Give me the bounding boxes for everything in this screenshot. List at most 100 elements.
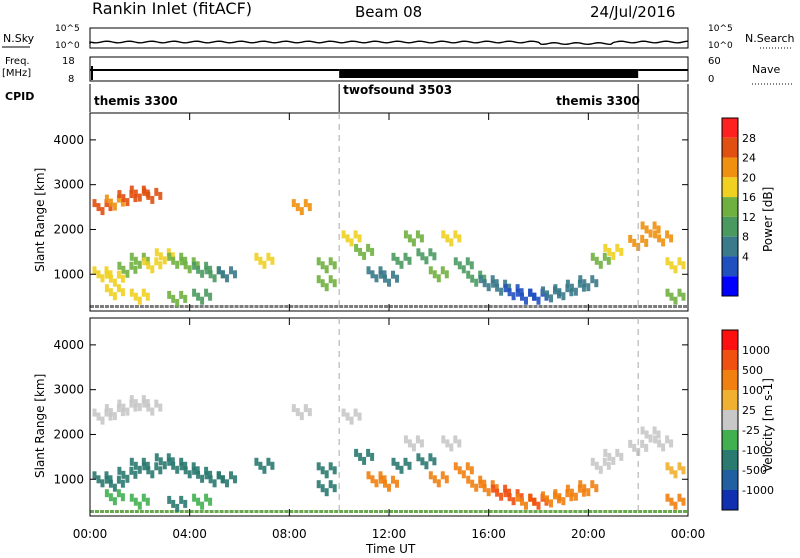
colorbar-frame xyxy=(721,329,739,511)
data-cell xyxy=(332,466,337,475)
ground-scatter-cell xyxy=(199,510,204,513)
data-cell xyxy=(590,252,595,261)
data-cell xyxy=(457,234,462,243)
ground-scatter-cell xyxy=(433,305,438,308)
data-cell xyxy=(399,260,404,269)
data-cell xyxy=(158,457,163,466)
ground-scatter-cell xyxy=(204,305,209,308)
data-cell xyxy=(469,261,474,270)
ground-scatter-cell xyxy=(538,510,543,513)
ground-scatter-cell xyxy=(563,510,568,513)
ground-scatter-cell xyxy=(528,510,533,513)
data-cell xyxy=(491,279,496,288)
data-cell xyxy=(549,499,553,508)
data-cell xyxy=(494,279,499,288)
data-cell xyxy=(133,194,138,203)
ground-scatter-cell xyxy=(204,510,209,513)
data-cell xyxy=(379,475,383,484)
ground-scatter-cell xyxy=(144,510,149,513)
data-cell xyxy=(507,488,512,497)
data-cell xyxy=(582,279,587,288)
data-cell xyxy=(507,283,512,292)
data-cell xyxy=(183,261,188,270)
ground-scatter-cell xyxy=(324,510,329,513)
data-cell xyxy=(345,234,350,243)
ground-scatter-cell xyxy=(249,305,254,308)
data-cell xyxy=(167,290,172,299)
ground-scatter-cell xyxy=(653,305,658,308)
data-cell xyxy=(100,479,105,488)
data-cell xyxy=(520,292,524,301)
ground-scatter-cell xyxy=(498,510,503,513)
data-cell xyxy=(154,187,159,196)
data-cell xyxy=(208,292,213,301)
ground-scatter-cell xyxy=(349,510,354,513)
data-cell xyxy=(104,475,109,484)
ground-scatter-cell xyxy=(304,305,309,308)
data-cell xyxy=(166,248,171,257)
colorbar-tick-label: -500 xyxy=(742,464,767,477)
data-cell xyxy=(320,466,325,475)
ground-scatter-cell xyxy=(169,305,174,308)
y-tick-label: 2000 xyxy=(53,427,84,441)
ground-scatter-cell xyxy=(184,305,189,308)
ground-scatter-cell xyxy=(683,510,688,513)
data-cell xyxy=(104,404,109,413)
data-cell xyxy=(603,448,608,457)
ground-scatter-cell xyxy=(598,305,603,308)
x-tick-label: 00:00 xyxy=(73,527,108,541)
ground-scatter-cell xyxy=(558,305,563,308)
ground-scatter-cell xyxy=(453,510,458,513)
data-cell xyxy=(191,257,196,266)
data-cell xyxy=(104,489,109,498)
ground-scatter-cell xyxy=(548,305,553,308)
data-cell xyxy=(145,497,150,506)
ground-scatter-cell xyxy=(623,305,628,308)
data-cell xyxy=(607,247,612,256)
data-cell xyxy=(262,465,267,474)
ground-scatter-cell xyxy=(249,510,254,513)
colorbar-tick-label: 16 xyxy=(742,191,756,204)
data-cell xyxy=(594,484,599,493)
data-cell xyxy=(146,261,151,270)
ground-scatter-cell xyxy=(543,510,548,513)
colorbar-swatch xyxy=(722,197,738,217)
colorbar-tick-label: 500 xyxy=(742,364,763,377)
ground-scatter-cell xyxy=(314,305,319,308)
data-cell xyxy=(419,234,424,243)
ground-scatter-cell xyxy=(588,510,593,513)
data-cell xyxy=(141,288,146,297)
ground-scatter-cell xyxy=(413,510,418,513)
cpid-segments: themis 3300 twofsound 3503 themis 3300 xyxy=(94,83,640,112)
data-cell xyxy=(192,466,197,475)
data-cell xyxy=(640,221,645,230)
ground-scatter-cell xyxy=(229,510,234,513)
data-cell xyxy=(116,489,121,498)
ground-scatter-cell xyxy=(673,510,678,513)
ground-scatter-cell xyxy=(668,510,673,513)
ground-scatter-cell xyxy=(224,305,229,308)
data-cell xyxy=(648,434,653,443)
ground-scatter-cell xyxy=(553,305,558,308)
data-cell xyxy=(112,278,117,287)
ground-scatter-cell xyxy=(379,305,384,308)
velocity-data xyxy=(90,395,688,513)
data-cell xyxy=(669,261,674,270)
data-cell xyxy=(457,439,462,448)
ground-scatter-cell xyxy=(578,510,583,513)
data-cell xyxy=(324,488,329,497)
data-cell xyxy=(204,266,209,275)
data-cell xyxy=(594,461,599,470)
ground-scatter-cell xyxy=(319,510,324,513)
data-cell xyxy=(640,426,645,435)
data-cell xyxy=(366,448,371,457)
ground-scatter-cell xyxy=(583,305,588,308)
ground-scatter-cell xyxy=(578,305,583,308)
data-cell xyxy=(104,471,109,480)
data-cell xyxy=(507,288,512,297)
data-cell xyxy=(607,452,612,461)
data-cell xyxy=(191,462,196,471)
data-cell xyxy=(108,274,113,283)
data-cell xyxy=(395,256,400,265)
